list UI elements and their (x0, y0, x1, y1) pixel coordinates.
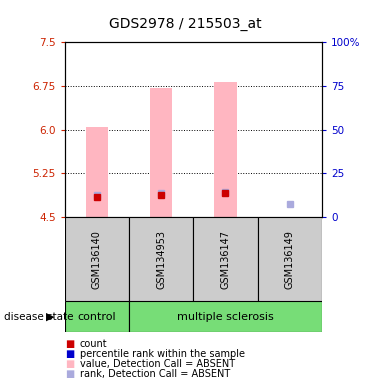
Text: GDS2978 / 215503_at: GDS2978 / 215503_at (109, 17, 261, 31)
Text: multiple sclerosis: multiple sclerosis (177, 312, 274, 322)
Text: GSM136147: GSM136147 (221, 230, 231, 289)
Text: GSM136149: GSM136149 (285, 230, 295, 289)
Bar (129, 217, 193, 301)
Bar (85, 127, 108, 217)
Text: ■: ■ (65, 369, 74, 379)
Text: ■: ■ (65, 339, 74, 349)
Text: ▶: ▶ (46, 312, 54, 322)
Bar (129, 301, 322, 332)
Text: GSM136140: GSM136140 (92, 230, 102, 289)
Text: ■: ■ (65, 359, 74, 369)
Text: rank, Detection Call = ABSENT: rank, Detection Call = ABSENT (80, 369, 230, 379)
Text: disease state: disease state (4, 312, 73, 322)
Bar (65, 301, 129, 332)
Text: value, Detection Call = ABSENT: value, Detection Call = ABSENT (80, 359, 235, 369)
Bar (258, 217, 322, 301)
Text: count: count (80, 339, 107, 349)
Bar (193, 217, 258, 301)
Bar (65, 217, 129, 301)
Bar (150, 88, 172, 217)
Text: control: control (78, 312, 116, 322)
Bar (214, 82, 237, 217)
Text: percentile rank within the sample: percentile rank within the sample (80, 349, 245, 359)
Text: ■: ■ (65, 349, 74, 359)
Text: GSM134953: GSM134953 (156, 230, 166, 289)
